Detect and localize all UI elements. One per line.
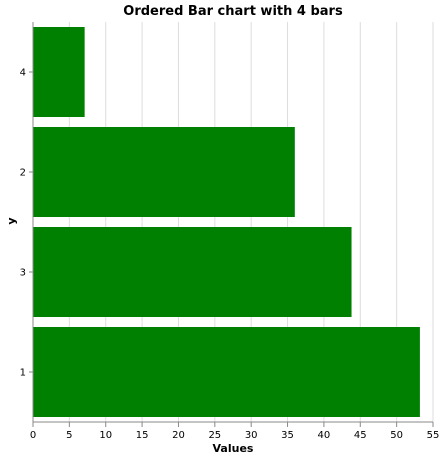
y-tick-label-4: 4 <box>20 68 26 79</box>
x-tick-label-55: 55 <box>427 430 439 441</box>
bar-1 <box>33 327 420 417</box>
y-axis-title: y <box>5 217 18 224</box>
x-tick-label-15: 15 <box>136 430 149 441</box>
chart-title: Ordered Bar chart with 4 bars <box>123 4 343 19</box>
x-tick-label-45: 45 <box>354 430 367 441</box>
y-tick-label-1: 1 <box>20 368 26 379</box>
x-axis-title: Values <box>213 442 254 455</box>
x-tick-label-40: 40 <box>318 430 331 441</box>
x-tick-label-50: 50 <box>390 430 403 441</box>
y-tick-label-2: 2 <box>20 168 26 179</box>
x-tick-label-10: 10 <box>99 430 112 441</box>
x-tick-label-25: 25 <box>208 430 221 441</box>
bar-2 <box>33 127 295 217</box>
bar-3 <box>33 227 352 317</box>
bars <box>33 27 420 417</box>
y-tick-label-3: 3 <box>20 268 26 279</box>
x-tick-label-0: 0 <box>30 430 36 441</box>
x-tick-label-5: 5 <box>66 430 72 441</box>
bar-4 <box>33 27 85 117</box>
x-tick-label-35: 35 <box>281 430 294 441</box>
x-tick-label-30: 30 <box>245 430 258 441</box>
x-tick-label-20: 20 <box>172 430 185 441</box>
